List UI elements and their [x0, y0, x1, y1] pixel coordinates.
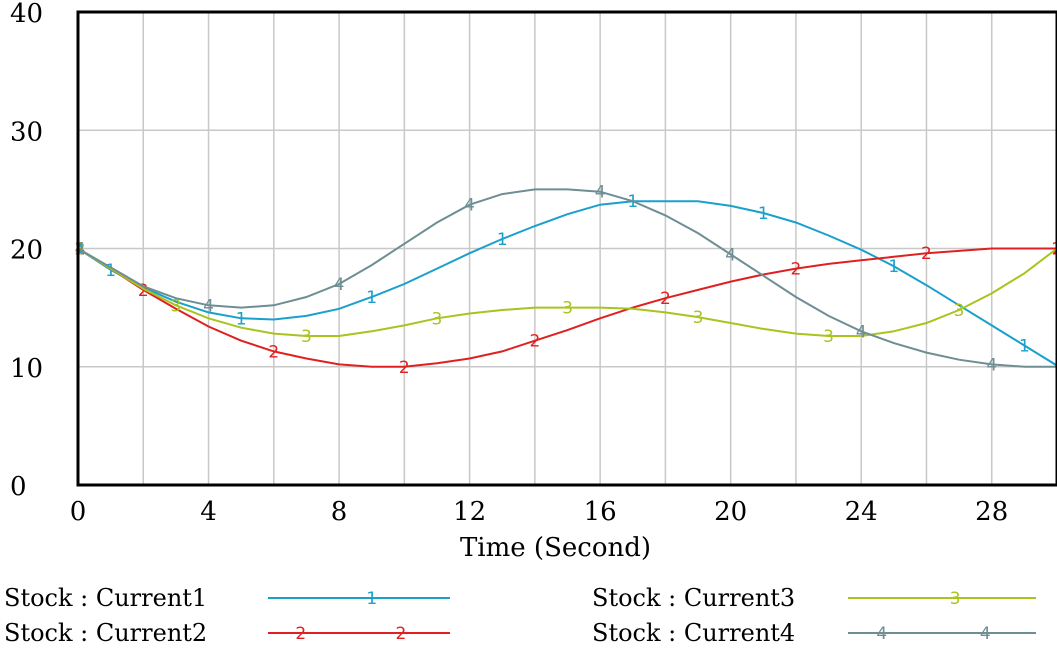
x-tick-label: 8 [331, 497, 348, 527]
y-tick-label: 40 [10, 0, 43, 29]
legend-label-4: Stock : Current4 [592, 619, 795, 647]
legend-label-1: Stock : Current1 [4, 584, 207, 612]
series-line-4 [77, 188, 1057, 368]
legend-label-2: Stock : Current2 [4, 619, 207, 647]
series-marker-1: 1 [497, 230, 508, 250]
series-marker-1: 1 [236, 309, 247, 329]
legend-marker-4: 4 [980, 624, 991, 644]
x-tick-label: 16 [584, 497, 617, 527]
x-tick-label: 24 [845, 497, 878, 527]
series-marker-2: 2 [268, 342, 279, 362]
series-marker-4: 4 [464, 196, 475, 216]
series-marker-2: 2 [399, 358, 410, 378]
y-tick-label: 0 [10, 472, 27, 502]
grid-lines [77, 11, 1057, 486]
series-marker-2: 2 [138, 281, 149, 301]
y-tick-label: 30 [10, 117, 43, 147]
series-marker-1: 1 [888, 257, 899, 277]
legend-marker-4: 4 [876, 624, 887, 644]
series-marker-3: 3 [170, 296, 181, 316]
x-tick-label: 12 [453, 497, 486, 527]
series-marker-2: 2 [660, 289, 671, 309]
x-axis-label: Time (Second) [460, 533, 651, 563]
series-marker-2: 2 [921, 244, 932, 264]
x-tick-label: 4 [200, 497, 217, 527]
series-marker-2: 2 [791, 260, 802, 280]
series-marker-3: 3 [954, 301, 965, 321]
series-line-1 [77, 200, 1057, 367]
y-tick-label: 10 [10, 354, 43, 384]
series-marker-3: 3 [432, 309, 443, 329]
series-line-3 [77, 247, 1057, 337]
legend-label-3: Stock : Current3 [592, 584, 795, 612]
series-marker-4: 4 [334, 275, 345, 295]
series-marker-4: 4 [856, 322, 867, 342]
series-marker-1: 1 [366, 288, 377, 308]
legend-marker-1: 1 [366, 589, 377, 609]
series-marker-4: 4 [203, 296, 214, 316]
series-marker-4: 4 [595, 183, 606, 203]
series-marker-3: 3 [301, 327, 312, 347]
y-tick-label: 20 [10, 236, 43, 266]
series-marker-1: 1 [105, 261, 116, 281]
series-marker-1: 1 [1019, 336, 1030, 356]
x-tick-label: 20 [714, 497, 747, 527]
series-marker-3: 3 [823, 327, 834, 347]
legend: Stock : Current1 1 Stock : Current2 2 2 Stock… [4, 584, 1036, 647]
plot-frame [76, 10, 1057, 487]
series-lines: 1111111112222222223333333344444444 [75, 183, 1057, 378]
series-marker-4: 4 [75, 240, 86, 260]
legend-marker-2: 2 [395, 624, 406, 644]
series-marker-2: 2 [529, 332, 540, 352]
series-marker-1: 1 [758, 204, 769, 224]
series-marker-4: 4 [725, 245, 736, 265]
x-tick-label: 0 [70, 497, 87, 527]
series-marker-4: 4 [986, 355, 997, 375]
x-tick-label: 28 [975, 497, 1008, 527]
legend-marker-3: 3 [950, 589, 961, 609]
legend-marker-2: 2 [295, 624, 306, 644]
series-line-2 [77, 247, 1057, 368]
series-marker-3: 3 [693, 308, 704, 328]
series-marker-3: 3 [562, 299, 573, 319]
